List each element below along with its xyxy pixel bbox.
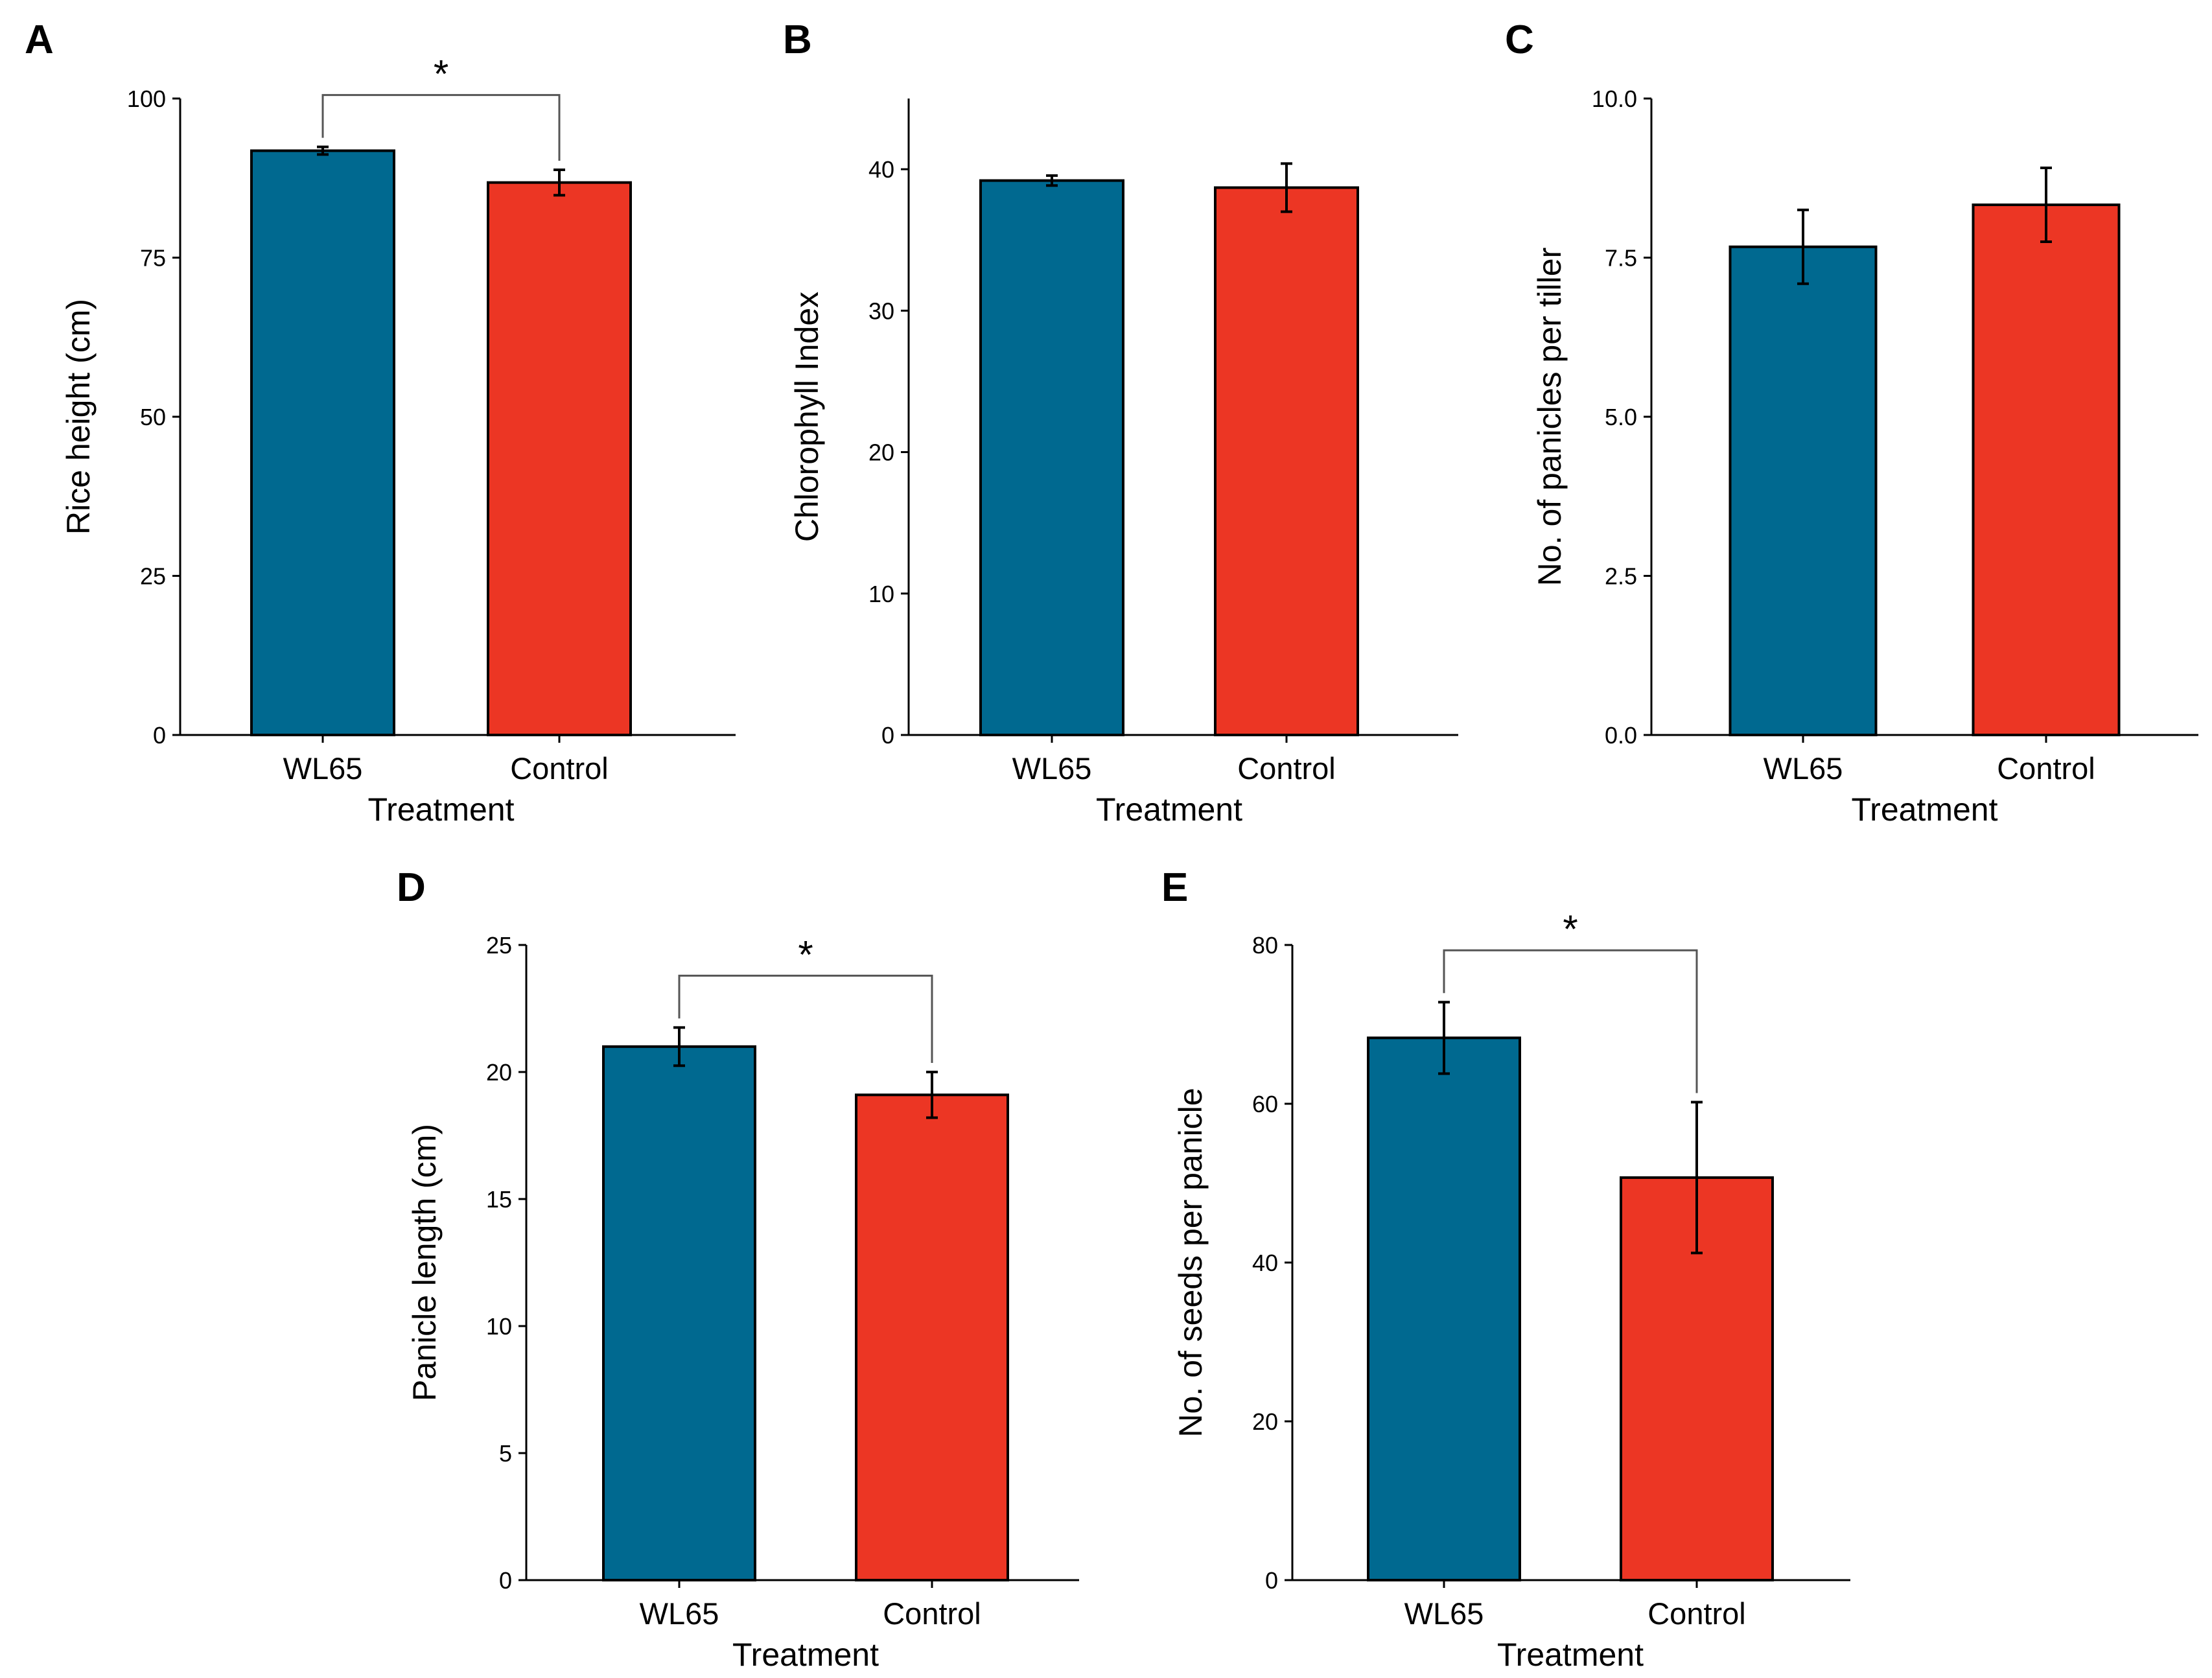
y-tick-label: 7.5 (1605, 245, 1637, 272)
bar-control (487, 181, 632, 736)
y-tick-label: 40 (868, 156, 894, 183)
x-tick-label: Control (1237, 751, 1336, 786)
bar-control (1214, 186, 1359, 737)
y-axis-title: No. of panicles per tiller (1531, 248, 1568, 586)
significance-star: * (1563, 907, 1578, 951)
y-tick-label: 10 (486, 1313, 512, 1340)
bar-control (1972, 203, 2121, 736)
x-tick-label: WL65 (1764, 751, 1843, 786)
y-tick-label: 100 (127, 86, 166, 112)
y-tick-label: 15 (486, 1186, 512, 1213)
x-tick-label: Control (883, 1596, 981, 1631)
y-tick-label: 50 (140, 404, 166, 430)
y-tick-label: 5.0 (1605, 404, 1637, 430)
y-tick-label: 75 (140, 245, 166, 272)
significance-bracket (321, 94, 561, 161)
error-bar-control (2040, 167, 2052, 243)
error-bar-wl65 (1797, 208, 1809, 285)
x-axis-title: Treatment (1497, 1637, 1644, 1673)
x-tick-label: Control (1647, 1596, 1746, 1631)
bar-control (855, 1093, 1009, 1581)
y-tick-label: 40 (1252, 1250, 1278, 1276)
y-tick-label: 20 (868, 439, 894, 466)
x-tick-label: WL65 (1012, 751, 1092, 786)
panel-letter: E (1161, 865, 1188, 910)
bar-wl65 (1729, 245, 1878, 736)
error-bar-wl65 (317, 145, 329, 156)
y-tick-label: 25 (486, 932, 512, 959)
y-tick-label: 5 (499, 1440, 512, 1467)
x-axis-title: Treatment (1096, 791, 1242, 828)
y-axis-title: Panicle length (cm) (406, 1124, 443, 1401)
y-tick-label: 10.0 (1592, 86, 1637, 112)
error-bar-wl65 (1438, 1001, 1450, 1075)
error-bar-control (1281, 162, 1292, 213)
y-tick-label: 0.0 (1605, 722, 1637, 749)
y-tick-label: 10 (868, 581, 894, 607)
x-tick-label: WL65 (640, 1596, 719, 1631)
bar-wl65 (979, 179, 1124, 736)
y-tick-label: 60 (1252, 1091, 1278, 1117)
significance-bracket (678, 974, 933, 1063)
x-tick-label: WL65 (1404, 1596, 1484, 1631)
panel-letter: C (1505, 17, 1534, 62)
error-bar-wl65 (673, 1026, 685, 1067)
panel-b: B 0 10 20 30 40 WL65 Control Treatment Chlorophyl… (783, 17, 1458, 828)
x-tick-label: Control (510, 751, 609, 786)
y-tick-label: 30 (868, 297, 894, 324)
y-tick-label: 2.5 (1605, 563, 1637, 590)
error-bar-control (1691, 1101, 1703, 1255)
significance-star: * (798, 933, 813, 976)
y-tick-label: 0 (1265, 1567, 1278, 1594)
x-tick-label: Control (1997, 751, 2095, 786)
y-tick-label: 80 (1252, 932, 1278, 959)
y-tick-label: 0 (499, 1567, 512, 1594)
bar-wl65 (1367, 1036, 1521, 1581)
y-tick-label: 20 (1252, 1408, 1278, 1435)
bar-wl65 (250, 149, 395, 737)
y-axis-title: Chlorophyll Index (789, 292, 825, 542)
y-axis-title: Rice height (cm) (60, 299, 97, 535)
error-bar-wl65 (1046, 174, 1058, 187)
error-bar-control (553, 168, 565, 197)
panel-a: A 0 25 50 75 100 WL65 Control Treatment Rice heig… (25, 17, 736, 828)
y-tick-label: 25 (140, 563, 166, 590)
x-axis-title: Treatment (1851, 791, 1997, 828)
significance-star: * (434, 52, 448, 96)
panel-letter: D (397, 865, 426, 910)
x-axis-title: Treatment (732, 1637, 879, 1673)
x-tick-label: WL65 (283, 751, 363, 786)
x-axis-title: Treatment (367, 791, 514, 828)
panel-letter: B (783, 17, 812, 62)
y-tick-label: 0 (153, 722, 166, 749)
error-bar-control (926, 1071, 938, 1119)
bar-wl65 (602, 1045, 756, 1582)
panel-letter: A (25, 17, 54, 62)
y-tick-label: 0 (881, 722, 894, 749)
y-axis-title: No. of seeds per panicle (1172, 1088, 1209, 1437)
significance-bracket (1443, 949, 1698, 1093)
y-tick-label: 20 (486, 1059, 512, 1086)
